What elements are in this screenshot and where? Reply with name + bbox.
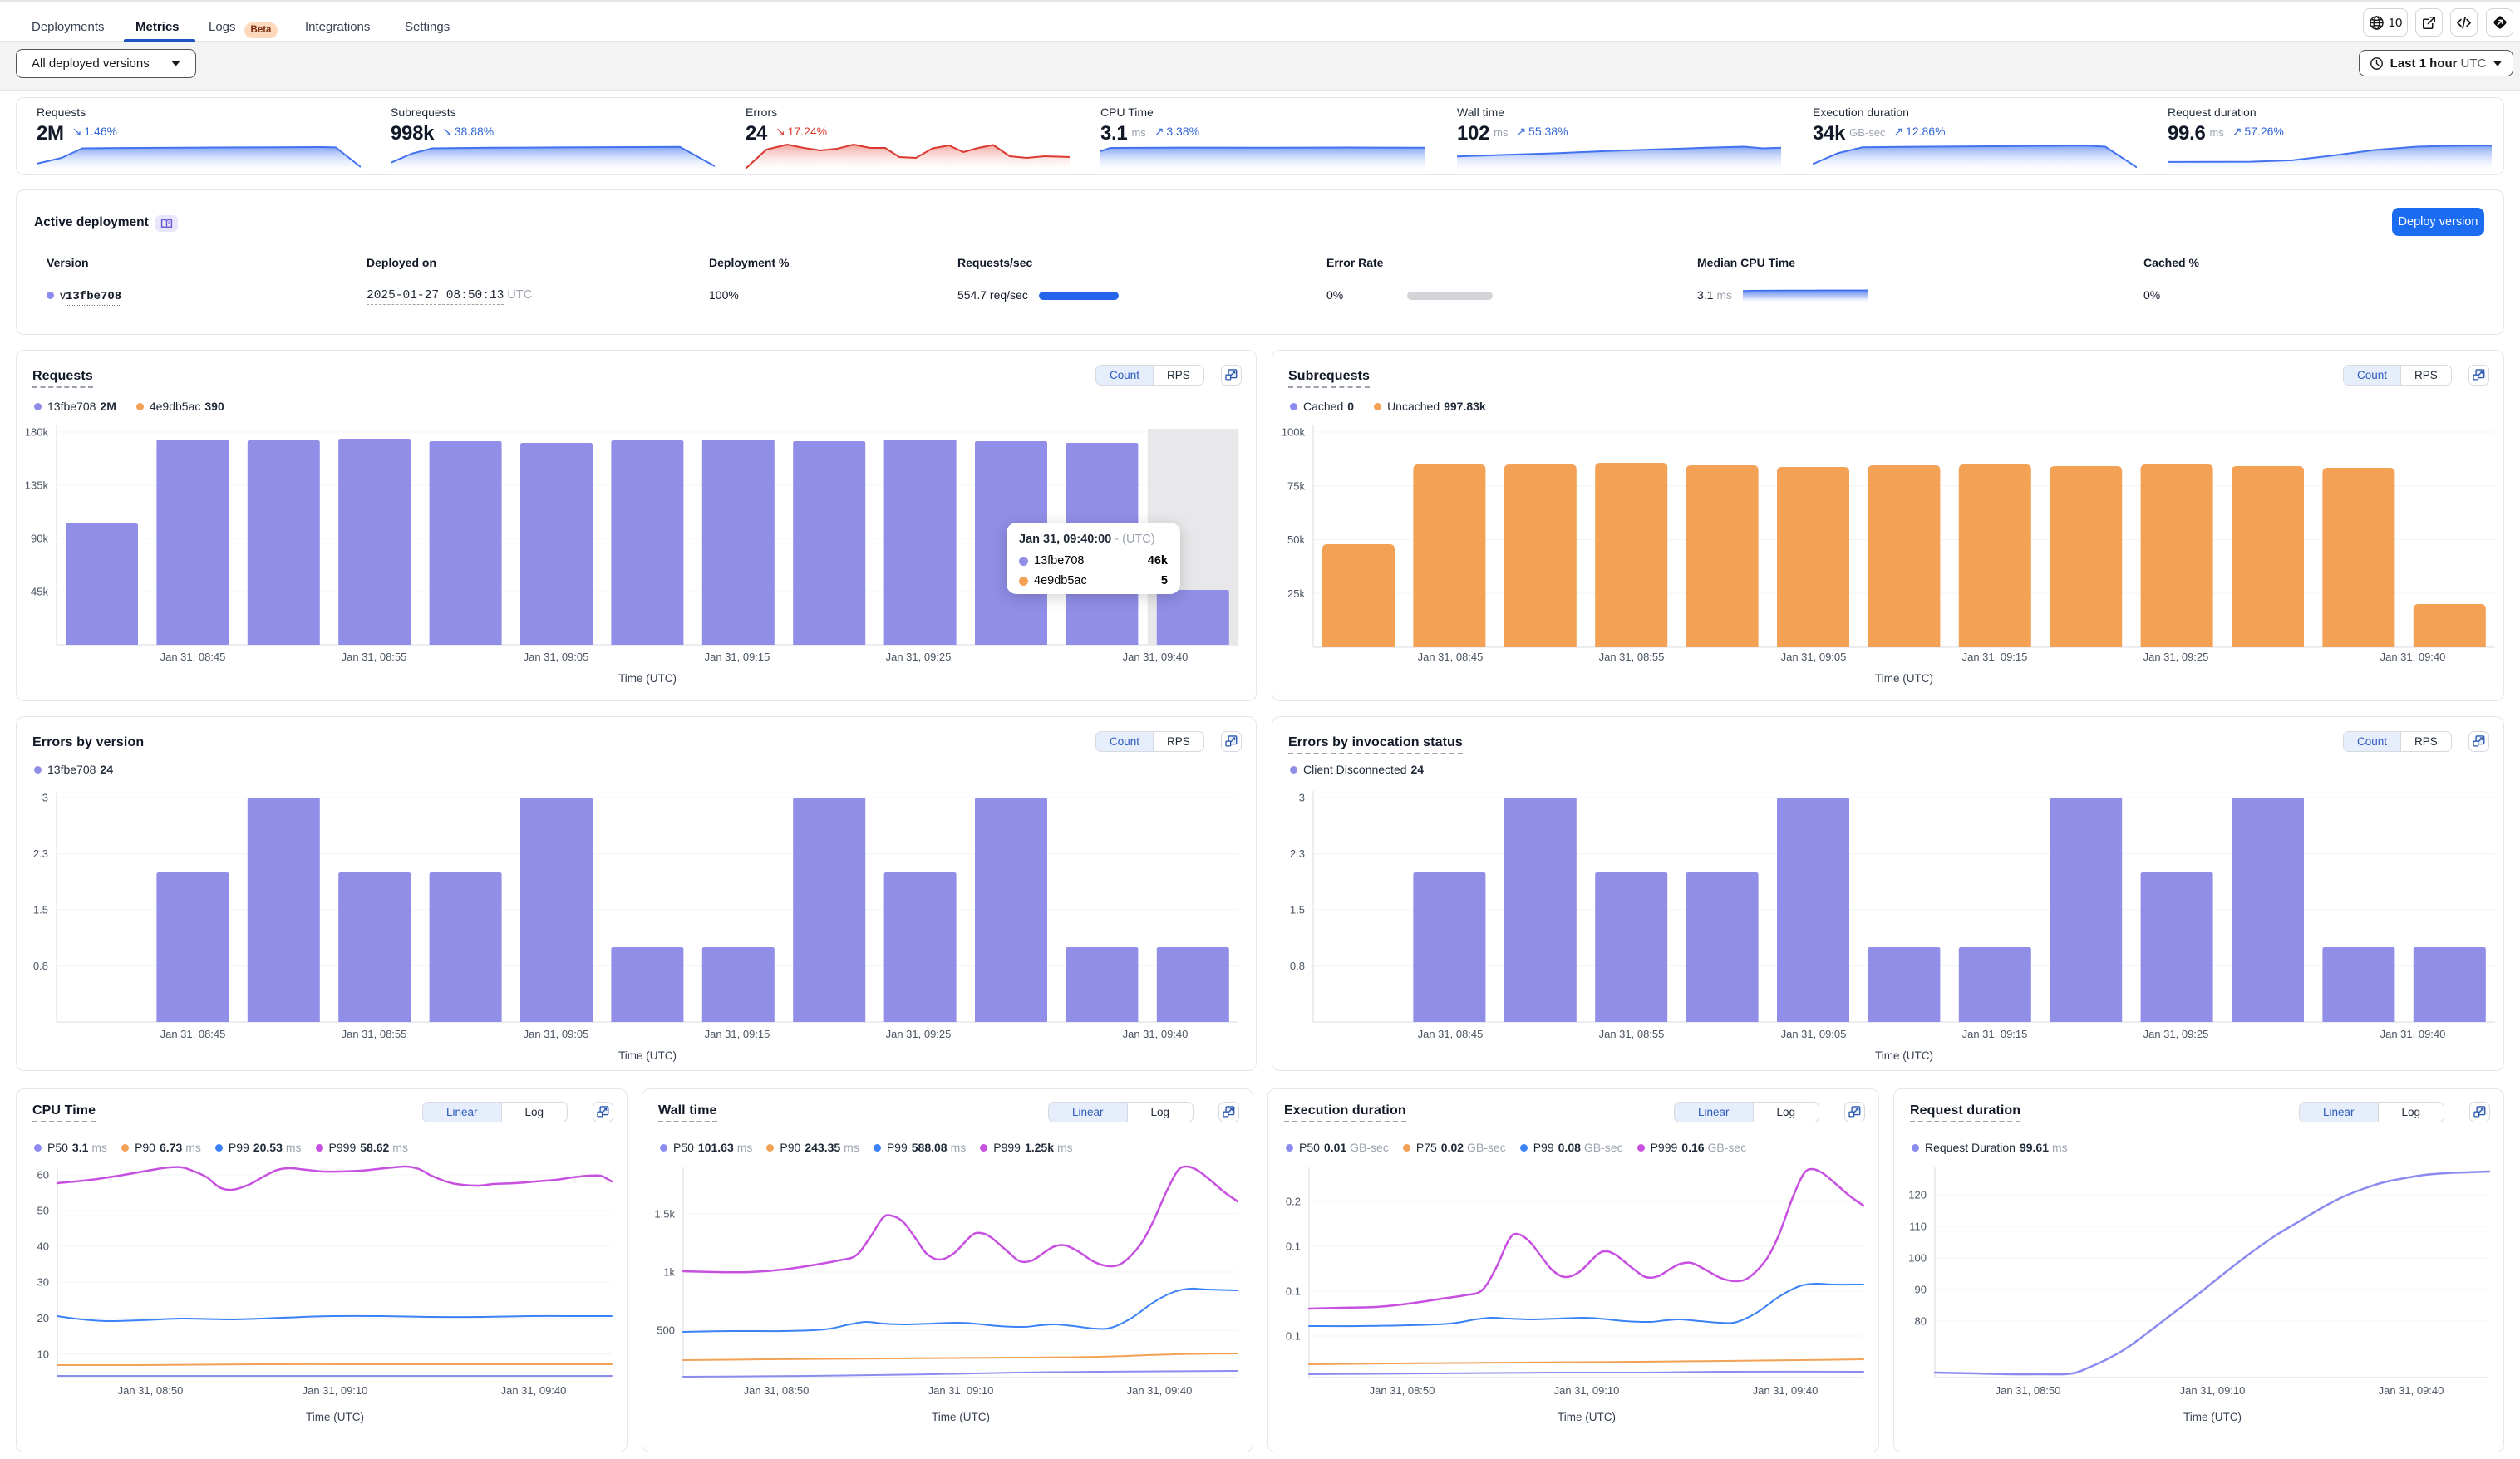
svg-text:Jan 31, 08:55: Jan 31, 08:55 <box>1599 651 1665 663</box>
svg-text:500: 500 <box>657 1324 675 1337</box>
svg-text:Jan 31, 09:25: Jan 31, 09:25 <box>2143 1028 2209 1040</box>
svg-text:135k: 135k <box>25 479 49 492</box>
svg-text:Time (UTC): Time (UTC) <box>1558 1411 1616 1423</box>
svg-text:Jan 31, 09:40: Jan 31, 09:40 <box>1123 651 1189 663</box>
svg-text:Jan 31, 08:50: Jan 31, 08:50 <box>118 1384 184 1397</box>
svg-text:Jan 31, 09:05: Jan 31, 09:05 <box>524 1028 589 1040</box>
svg-text:Jan 31, 09:25: Jan 31, 09:25 <box>886 1028 952 1040</box>
svg-text:25k: 25k <box>1287 587 1305 600</box>
svg-text:90: 90 <box>1915 1284 1927 1296</box>
svg-text:0.1: 0.1 <box>1286 1240 1301 1253</box>
svg-text:10: 10 <box>37 1348 49 1360</box>
svg-text:Jan 31, 09:40: Jan 31, 09:40 <box>1127 1384 1193 1397</box>
svg-text:Jan 31, 09:10: Jan 31, 09:10 <box>2180 1384 2246 1397</box>
svg-text:Jan 31, 08:55: Jan 31, 08:55 <box>342 1028 407 1040</box>
svg-text:100k: 100k <box>1282 426 1306 439</box>
svg-text:75k: 75k <box>1287 479 1305 492</box>
svg-text:Jan 31, 08:50: Jan 31, 08:50 <box>1370 1384 1435 1397</box>
svg-text:Jan 31, 09:40: Jan 31, 09:40 <box>1123 1028 1189 1040</box>
svg-text:0.1: 0.1 <box>1286 1330 1301 1343</box>
svg-text:Time (UTC): Time (UTC) <box>306 1411 364 1423</box>
svg-text:Jan 31, 08:45: Jan 31, 08:45 <box>160 651 226 663</box>
svg-text:80: 80 <box>1915 1315 1927 1328</box>
svg-text:0.8: 0.8 <box>33 960 48 972</box>
svg-text:Jan 31, 08:50: Jan 31, 08:50 <box>1996 1384 2061 1397</box>
svg-text:Jan 31, 09:10: Jan 31, 09:10 <box>1554 1384 1620 1397</box>
svg-text:0.8: 0.8 <box>1290 960 1305 972</box>
svg-text:1k: 1k <box>663 1266 675 1279</box>
svg-text:Jan 31, 08:45: Jan 31, 08:45 <box>160 1028 226 1040</box>
svg-text:30: 30 <box>37 1276 49 1289</box>
svg-text:90k: 90k <box>31 533 48 545</box>
svg-text:Jan 31, 09:05: Jan 31, 09:05 <box>1781 1028 1847 1040</box>
svg-text:0.1: 0.1 <box>1286 1285 1301 1298</box>
svg-text:Jan 31, 09:40: Jan 31, 09:40 <box>2379 1384 2444 1397</box>
svg-text:0.2: 0.2 <box>1286 1196 1301 1208</box>
svg-text:Jan 31, 08:55: Jan 31, 08:55 <box>342 651 407 663</box>
svg-text:3: 3 <box>1299 792 1305 804</box>
svg-text:120: 120 <box>1908 1189 1927 1201</box>
svg-text:Jan 31, 09:25: Jan 31, 09:25 <box>2143 651 2209 663</box>
svg-text:Jan 31, 09:15: Jan 31, 09:15 <box>1962 1028 2028 1040</box>
svg-text:Jan 31, 09:10: Jan 31, 09:10 <box>303 1384 368 1397</box>
svg-text:110: 110 <box>1909 1221 1927 1233</box>
svg-text:Time (UTC): Time (UTC) <box>2183 1411 2242 1423</box>
svg-text:40: 40 <box>37 1240 49 1253</box>
svg-text:Time (UTC): Time (UTC) <box>932 1411 990 1423</box>
svg-text:100: 100 <box>1908 1252 1927 1265</box>
svg-text:Jan 31, 09:40: Jan 31, 09:40 <box>2380 1028 2446 1040</box>
svg-text:Jan 31, 09:15: Jan 31, 09:15 <box>1962 651 2028 663</box>
svg-text:Jan 31, 09:10: Jan 31, 09:10 <box>928 1384 994 1397</box>
svg-text:Jan 31, 08:45: Jan 31, 08:45 <box>1418 1028 1484 1040</box>
svg-text:Jan 31, 09:15: Jan 31, 09:15 <box>705 651 770 663</box>
svg-text:50k: 50k <box>1287 533 1305 546</box>
svg-text:Jan 31, 09:40: Jan 31, 09:40 <box>2380 651 2446 663</box>
svg-text:Jan 31, 08:50: Jan 31, 08:50 <box>744 1384 810 1397</box>
svg-text:60: 60 <box>37 1169 49 1181</box>
svg-text:Time (UTC): Time (UTC) <box>1875 1049 1933 1062</box>
svg-text:45k: 45k <box>31 586 48 598</box>
svg-text:Jan 31, 09:25: Jan 31, 09:25 <box>886 651 952 663</box>
svg-text:Jan 31, 08:55: Jan 31, 08:55 <box>1599 1028 1665 1040</box>
svg-text:1.5k: 1.5k <box>654 1208 675 1221</box>
svg-text:Jan 31, 09:05: Jan 31, 09:05 <box>1781 651 1847 663</box>
svg-text:50: 50 <box>37 1205 49 1217</box>
svg-text:Jan 31, 09:40: Jan 31, 09:40 <box>501 1384 567 1397</box>
svg-text:Time (UTC): Time (UTC) <box>618 672 677 685</box>
svg-text:3: 3 <box>42 792 48 804</box>
svg-text:2.3: 2.3 <box>1290 847 1305 860</box>
svg-text:Time (UTC): Time (UTC) <box>1875 672 1933 685</box>
svg-text:Jan 31, 09:40: Jan 31, 09:40 <box>1753 1384 1819 1397</box>
svg-text:1.5: 1.5 <box>33 904 48 916</box>
svg-text:20: 20 <box>37 1312 49 1324</box>
svg-text:180k: 180k <box>25 426 49 439</box>
svg-text:Time (UTC): Time (UTC) <box>618 1049 677 1062</box>
svg-text:1.5: 1.5 <box>1290 904 1305 916</box>
svg-text:Jan 31, 09:15: Jan 31, 09:15 <box>705 1028 770 1040</box>
svg-text:Jan 31, 08:45: Jan 31, 08:45 <box>1418 651 1484 663</box>
svg-text:Jan 31, 09:05: Jan 31, 09:05 <box>524 651 589 663</box>
svg-text:2.3: 2.3 <box>33 847 48 860</box>
